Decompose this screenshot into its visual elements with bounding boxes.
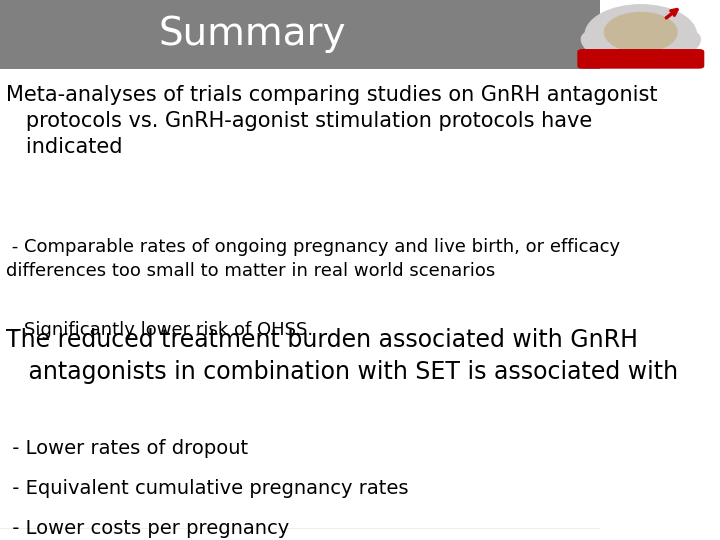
Text: - Comparable rates of ongoing pregnancy and live birth, or efficacy
differences : - Comparable rates of ongoing pregnancy … xyxy=(6,238,620,280)
FancyBboxPatch shape xyxy=(0,0,600,69)
Ellipse shape xyxy=(665,31,701,56)
Ellipse shape xyxy=(581,31,617,56)
Circle shape xyxy=(605,12,677,52)
Circle shape xyxy=(585,5,696,65)
Text: - Equivalent cumulative pregnancy rates: - Equivalent cumulative pregnancy rates xyxy=(6,479,408,498)
Text: - Lower costs per pregnancy: - Lower costs per pregnancy xyxy=(6,519,289,538)
Text: Summary: Summary xyxy=(158,16,346,53)
Text: Meta-analyses of trials comparing studies on GnRH antagonist
   protocols vs. Gn: Meta-analyses of trials comparing studie… xyxy=(6,85,657,158)
Text: - Significantly lower risk of OHSS.: - Significantly lower risk of OHSS. xyxy=(6,321,313,339)
FancyBboxPatch shape xyxy=(577,49,704,69)
Text: The reduced treatment burden associated with GnRH
   antagonists in combination : The reduced treatment burden associated … xyxy=(6,328,678,384)
Text: - Lower rates of dropout: - Lower rates of dropout xyxy=(6,440,248,458)
